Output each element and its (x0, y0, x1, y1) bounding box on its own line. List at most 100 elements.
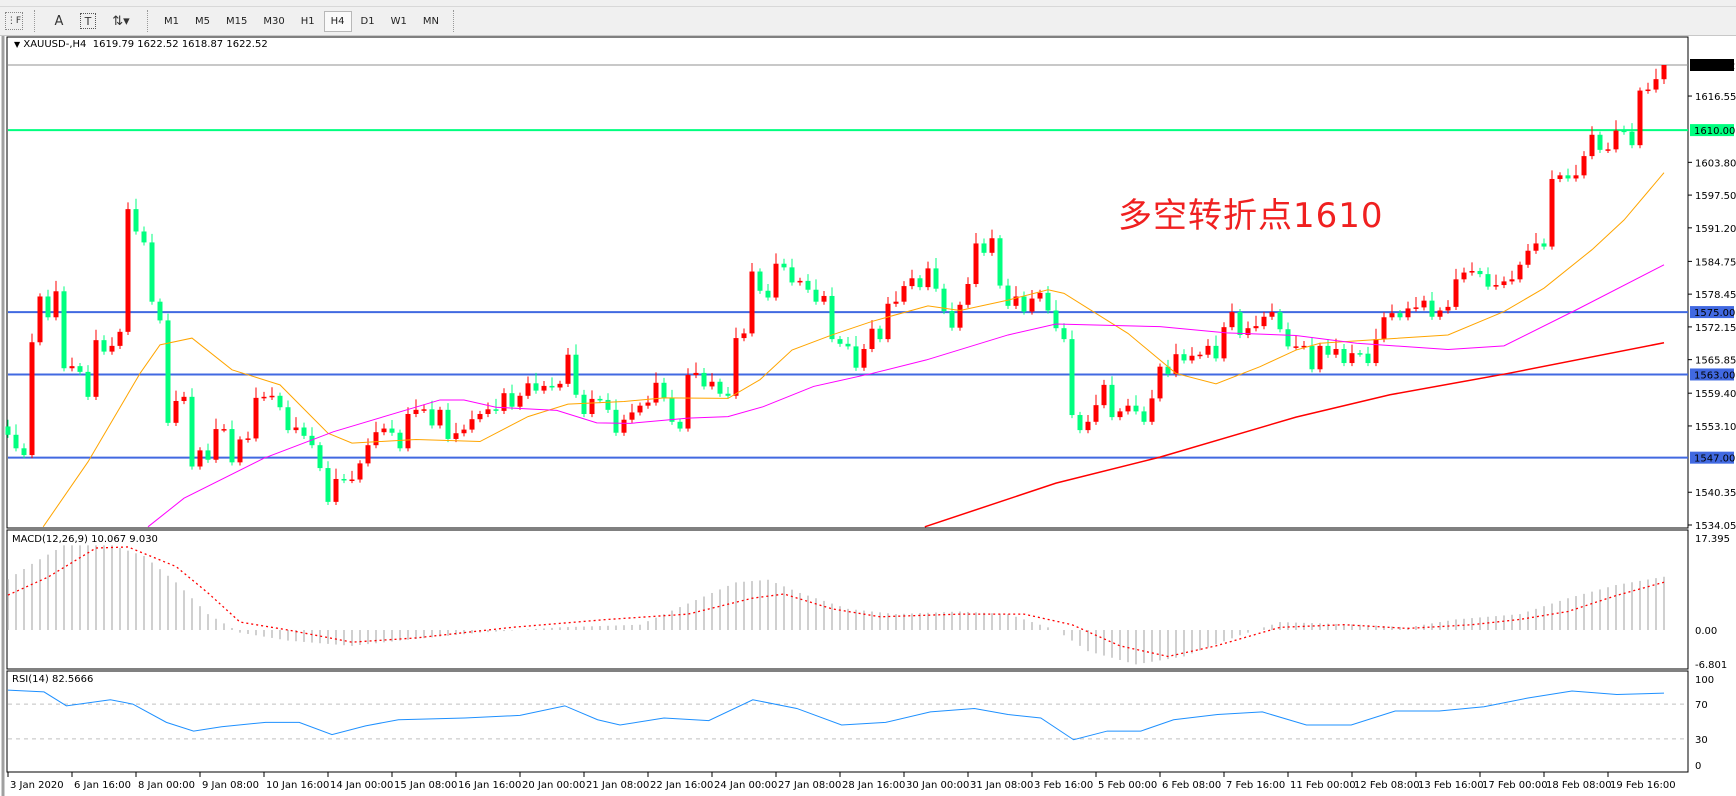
candle-bull (1405, 308, 1411, 318)
candle-bear (877, 328, 883, 340)
candle-bear (309, 435, 315, 446)
toolbar-separator (34, 10, 37, 32)
candle-bear (317, 445, 323, 469)
candle-bear (1005, 285, 1011, 306)
candle-bull (901, 286, 907, 302)
candle-bull (93, 340, 99, 397)
timeframe-d1[interactable]: D1 (360, 15, 375, 27)
candle-bear (573, 354, 579, 395)
main-panel-frame (6, 36, 1689, 529)
candle-bull (1557, 175, 1563, 179)
candle-bull (1093, 405, 1099, 422)
candle-bear (61, 291, 67, 369)
time-tick-label: 8 Jan 00:00 (138, 780, 195, 791)
candle-bull (1581, 156, 1587, 176)
candle-bull (909, 278, 915, 287)
timeframe-h1[interactable]: H1 (300, 15, 315, 27)
annotation-text[interactable]: 多空转折点1610 (1118, 196, 1384, 236)
candle-bull (1333, 348, 1339, 355)
timeframe-mn[interactable]: MN (422, 15, 439, 27)
candle-bull (485, 409, 491, 414)
candle-bull (1605, 149, 1611, 151)
candle-bull (293, 427, 299, 431)
arrows-icon[interactable]: ⇅▾ (112, 13, 130, 29)
candle-bull (1549, 178, 1555, 247)
level-price-tag (1690, 451, 1734, 464)
candle-bull (333, 478, 339, 502)
candle-bull (1509, 279, 1515, 282)
time-tick-label: 30 Jan 00:00 (906, 780, 969, 791)
candle-bull (1493, 285, 1499, 287)
candle-bear (1053, 310, 1059, 329)
price-chart[interactable]: 1610.00 1575.00 1563.00 1547.00 1616.55 1603.… (0, 36, 1736, 796)
candle-bull (973, 243, 979, 285)
candle-bear (1181, 354, 1187, 361)
time-tick-label: 15 Jan 08:00 (394, 780, 457, 791)
level-price-tag (1690, 124, 1734, 137)
candle-bull (885, 303, 891, 340)
timeframe-m5[interactable]: M5 (195, 15, 210, 27)
candle-bear (1021, 296, 1027, 312)
candle-bear (1341, 348, 1347, 364)
toolbar-separator (147, 10, 150, 32)
macd-tick-label: 0.00 (1695, 626, 1717, 637)
price-tick-label: 1553.10 (1695, 422, 1736, 433)
candle-bull (1205, 345, 1211, 355)
text-icon[interactable]: A (54, 13, 64, 29)
candle-bull (709, 381, 715, 387)
time-tick-label: 21 Jan 08:00 (586, 780, 649, 791)
candle-bull (1533, 243, 1539, 251)
ma-fast-line (42, 172, 1665, 528)
candle-bull (589, 398, 595, 414)
timeframe-m1[interactable]: M1 (164, 15, 179, 27)
collapse-arrow-icon[interactable]: ▼ (14, 40, 21, 49)
candle-bull (1149, 398, 1155, 422)
candle-bull (557, 383, 563, 388)
candle-bull (1189, 355, 1195, 361)
time-tick-label: 6 Feb 08:00 (1162, 780, 1221, 791)
time-tick-label: 5 Feb 00:00 (1098, 780, 1157, 791)
candle-bull (37, 296, 43, 343)
candle-bull (421, 409, 427, 411)
candle-bear (389, 428, 395, 433)
candle-bull (1653, 79, 1659, 90)
candle-bull (1381, 317, 1387, 340)
candle-bull (253, 397, 259, 439)
text-label-icon[interactable]: T (80, 13, 96, 29)
candle-bear (285, 407, 291, 431)
candle-bear (717, 381, 723, 394)
candle-bear (1061, 328, 1067, 340)
price-tick-label: 1597.50 (1695, 191, 1736, 202)
candle-bull (1645, 89, 1651, 92)
candle-bear (229, 429, 235, 463)
timeframe-m30[interactable]: M30 (263, 15, 285, 27)
timeframe-m15[interactable]: M15 (226, 15, 248, 27)
time-tick-label: 18 Feb 08:00 (1546, 780, 1612, 791)
timeframe-h4[interactable]: H4 (323, 10, 352, 32)
timeframe-w1[interactable]: W1 (390, 15, 407, 27)
candle-bull (437, 409, 443, 426)
price-tick-label: 1559.40 (1695, 389, 1736, 400)
candle-bull (1253, 326, 1259, 329)
symbol-label: XAUUSD-,H4 (23, 39, 87, 50)
candle-bull (1117, 411, 1123, 418)
candle-bear (1597, 134, 1603, 150)
candle-bull (1301, 345, 1307, 348)
candle-bear (805, 280, 811, 290)
top-toolbar-strip (0, 0, 1736, 7)
candle-bull (1029, 298, 1035, 312)
candle-bull (213, 429, 219, 460)
candle-bear (1165, 366, 1171, 374)
time-tick-label: 20 Jan 00:00 (522, 780, 585, 791)
time-tick-label: 9 Jan 08:00 (202, 780, 259, 791)
candle-bull (381, 428, 387, 433)
candle-bear (701, 372, 707, 387)
candle-bull (1373, 339, 1379, 364)
fibonacci-fan-icon[interactable]: ⋮F (5, 12, 23, 30)
candle-bear (325, 468, 331, 502)
rsi-tick-label: 30 (1695, 735, 1708, 746)
candle-bull (173, 400, 179, 423)
candle-bear (445, 409, 451, 439)
candle-bull (629, 412, 635, 420)
candle-bull (237, 439, 243, 463)
